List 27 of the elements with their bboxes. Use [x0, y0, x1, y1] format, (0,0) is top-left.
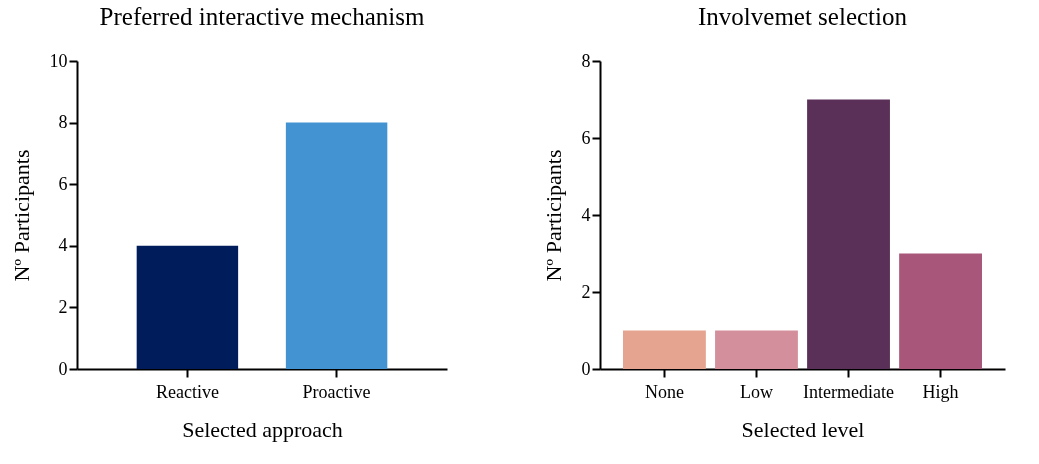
x-tick-label: High — [922, 381, 959, 402]
x-axis-title: Selected approach — [182, 416, 343, 442]
x-tick-label: None — [644, 381, 684, 402]
y-tick-label: 10 — [49, 50, 68, 71]
bar — [715, 330, 798, 369]
x-tick-label: Intermediate — [803, 381, 895, 402]
y-tick-label: 4 — [581, 204, 591, 225]
y-tick-label: 6 — [581, 127, 591, 148]
y-tick-label: 0 — [58, 358, 68, 379]
chart-title: Preferred interactive mechanism — [99, 3, 425, 30]
bar — [899, 253, 982, 369]
y-axis-title: Nº Participants — [8, 149, 34, 282]
bar — [807, 99, 890, 369]
x-tick-label: Proactive — [302, 381, 371, 402]
bar — [623, 330, 706, 369]
y-axis-title: Nº Participants — [540, 149, 566, 282]
y-tick-label: 8 — [581, 50, 591, 71]
x-tick-label: Reactive — [155, 381, 219, 402]
x-axis-title: Selected level — [741, 416, 865, 442]
y-tick-label: 4 — [58, 235, 68, 256]
y-tick-label: 2 — [581, 281, 591, 302]
x-tick-label: Low — [739, 381, 773, 402]
y-tick-label: 6 — [58, 173, 68, 194]
y-tick-label: 2 — [58, 296, 68, 317]
y-tick-label: 8 — [58, 112, 68, 133]
chart-title: Involvemet selection — [698, 3, 908, 30]
y-tick-label: 0 — [581, 358, 591, 379]
